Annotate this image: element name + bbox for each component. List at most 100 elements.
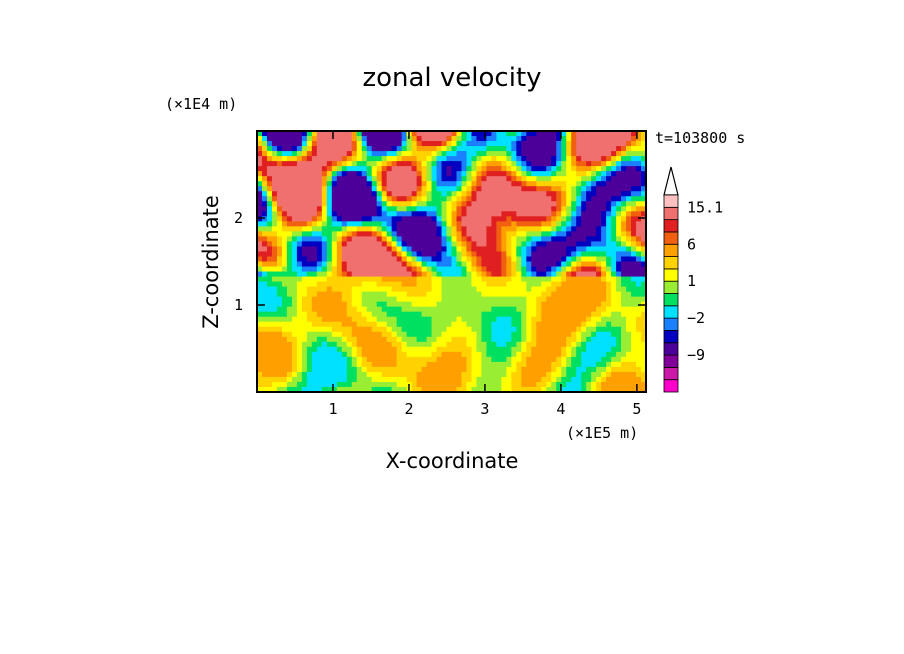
field-cell: [561, 321, 567, 328]
field-cell: [361, 251, 368, 258]
field-cell: [621, 216, 627, 222]
field-cell: [626, 196, 632, 202]
field-cell: [471, 271, 478, 278]
field-cell: [496, 246, 502, 253]
field-cell: [566, 331, 572, 338]
field-cell: [631, 266, 637, 273]
field-cell: [531, 136, 537, 142]
field-cell: [596, 166, 602, 172]
field-cell: [401, 301, 408, 308]
field-cell: [346, 201, 353, 207]
field-cell: [386, 326, 393, 333]
field-cell: [361, 356, 368, 363]
field-cell: [386, 261, 393, 268]
field-cell: [296, 176, 303, 182]
field-cell: [531, 141, 537, 147]
field-cell: [486, 336, 492, 343]
field-cell: [536, 376, 542, 383]
field-cell: [421, 311, 428, 318]
field-cell: [521, 321, 527, 328]
field-cell: [421, 316, 428, 323]
field-cell: [436, 326, 443, 333]
field-cell: [276, 206, 283, 212]
field-cell: [591, 186, 597, 192]
field-cell: [311, 141, 318, 147]
field-cell: [291, 206, 298, 212]
field-cell: [431, 156, 438, 162]
field-cell: [386, 211, 393, 217]
field-cell: [496, 321, 502, 328]
field-cell: [401, 196, 408, 202]
field-cell: [356, 351, 363, 358]
field-cell: [621, 291, 627, 298]
field-cell: [436, 256, 443, 263]
field-cell: [581, 236, 587, 243]
field-cell: [636, 256, 642, 263]
field-cell: [321, 356, 328, 363]
field-cell: [451, 261, 458, 268]
field-cell: [626, 216, 632, 222]
field-cell: [506, 311, 512, 318]
field-cell: [346, 361, 353, 368]
field-cell: [481, 241, 488, 248]
field-cell: [296, 341, 303, 348]
field-cell: [476, 166, 483, 172]
field-cell: [501, 236, 507, 243]
field-cell: [586, 186, 592, 192]
field-cell: [331, 381, 338, 388]
field-cell: [636, 246, 642, 253]
field-cell: [516, 331, 522, 338]
field-cell: [426, 136, 433, 142]
field-cell: [581, 386, 587, 392]
field-cell: [321, 136, 328, 142]
field-cell: [541, 356, 547, 363]
field-cell: [401, 211, 408, 217]
field-cell: [281, 141, 288, 147]
field-cell: [371, 211, 378, 217]
field-cell: [351, 261, 358, 268]
field-cell: [476, 381, 483, 388]
field-cell: [551, 166, 557, 172]
field-cell: [511, 151, 517, 157]
field-cell: [461, 206, 468, 212]
field-cell: [556, 131, 562, 137]
field-cell: [361, 386, 368, 392]
field-cell: [486, 321, 492, 328]
field-cell: [386, 171, 393, 177]
field-cell: [471, 166, 478, 172]
field-cell: [391, 301, 398, 308]
field-cell: [446, 146, 453, 152]
field-cell: [571, 296, 577, 303]
field-cell: [257, 351, 263, 358]
field-cell: [341, 386, 348, 392]
field-cell: [486, 291, 492, 298]
field-cell: [596, 186, 602, 192]
field-cell: [376, 206, 383, 212]
field-cell: [406, 186, 413, 192]
field-cell: [441, 321, 448, 328]
field-cell: [541, 141, 547, 147]
field-cell: [431, 356, 438, 363]
field-cell: [466, 366, 473, 373]
field-cell: [586, 211, 592, 217]
field-cell: [546, 291, 552, 298]
field-cell: [556, 356, 562, 363]
field-cell: [421, 296, 428, 303]
field-cell: [596, 206, 602, 212]
field-cell: [301, 336, 308, 343]
field-cell: [306, 211, 313, 217]
field-cell: [491, 236, 497, 243]
field-cell: [471, 141, 478, 147]
field-cell: [511, 156, 517, 162]
field-cell: [286, 351, 293, 358]
field-cell: [311, 246, 318, 253]
field-cell: [466, 326, 473, 333]
field-cell: [371, 191, 378, 197]
field-cell: [641, 231, 646, 237]
field-cell: [591, 201, 597, 207]
field-cell: [586, 241, 592, 248]
field-cell: [316, 356, 323, 363]
field-cell: [261, 221, 268, 227]
field-cell: [496, 236, 502, 243]
field-cell: [286, 246, 293, 253]
